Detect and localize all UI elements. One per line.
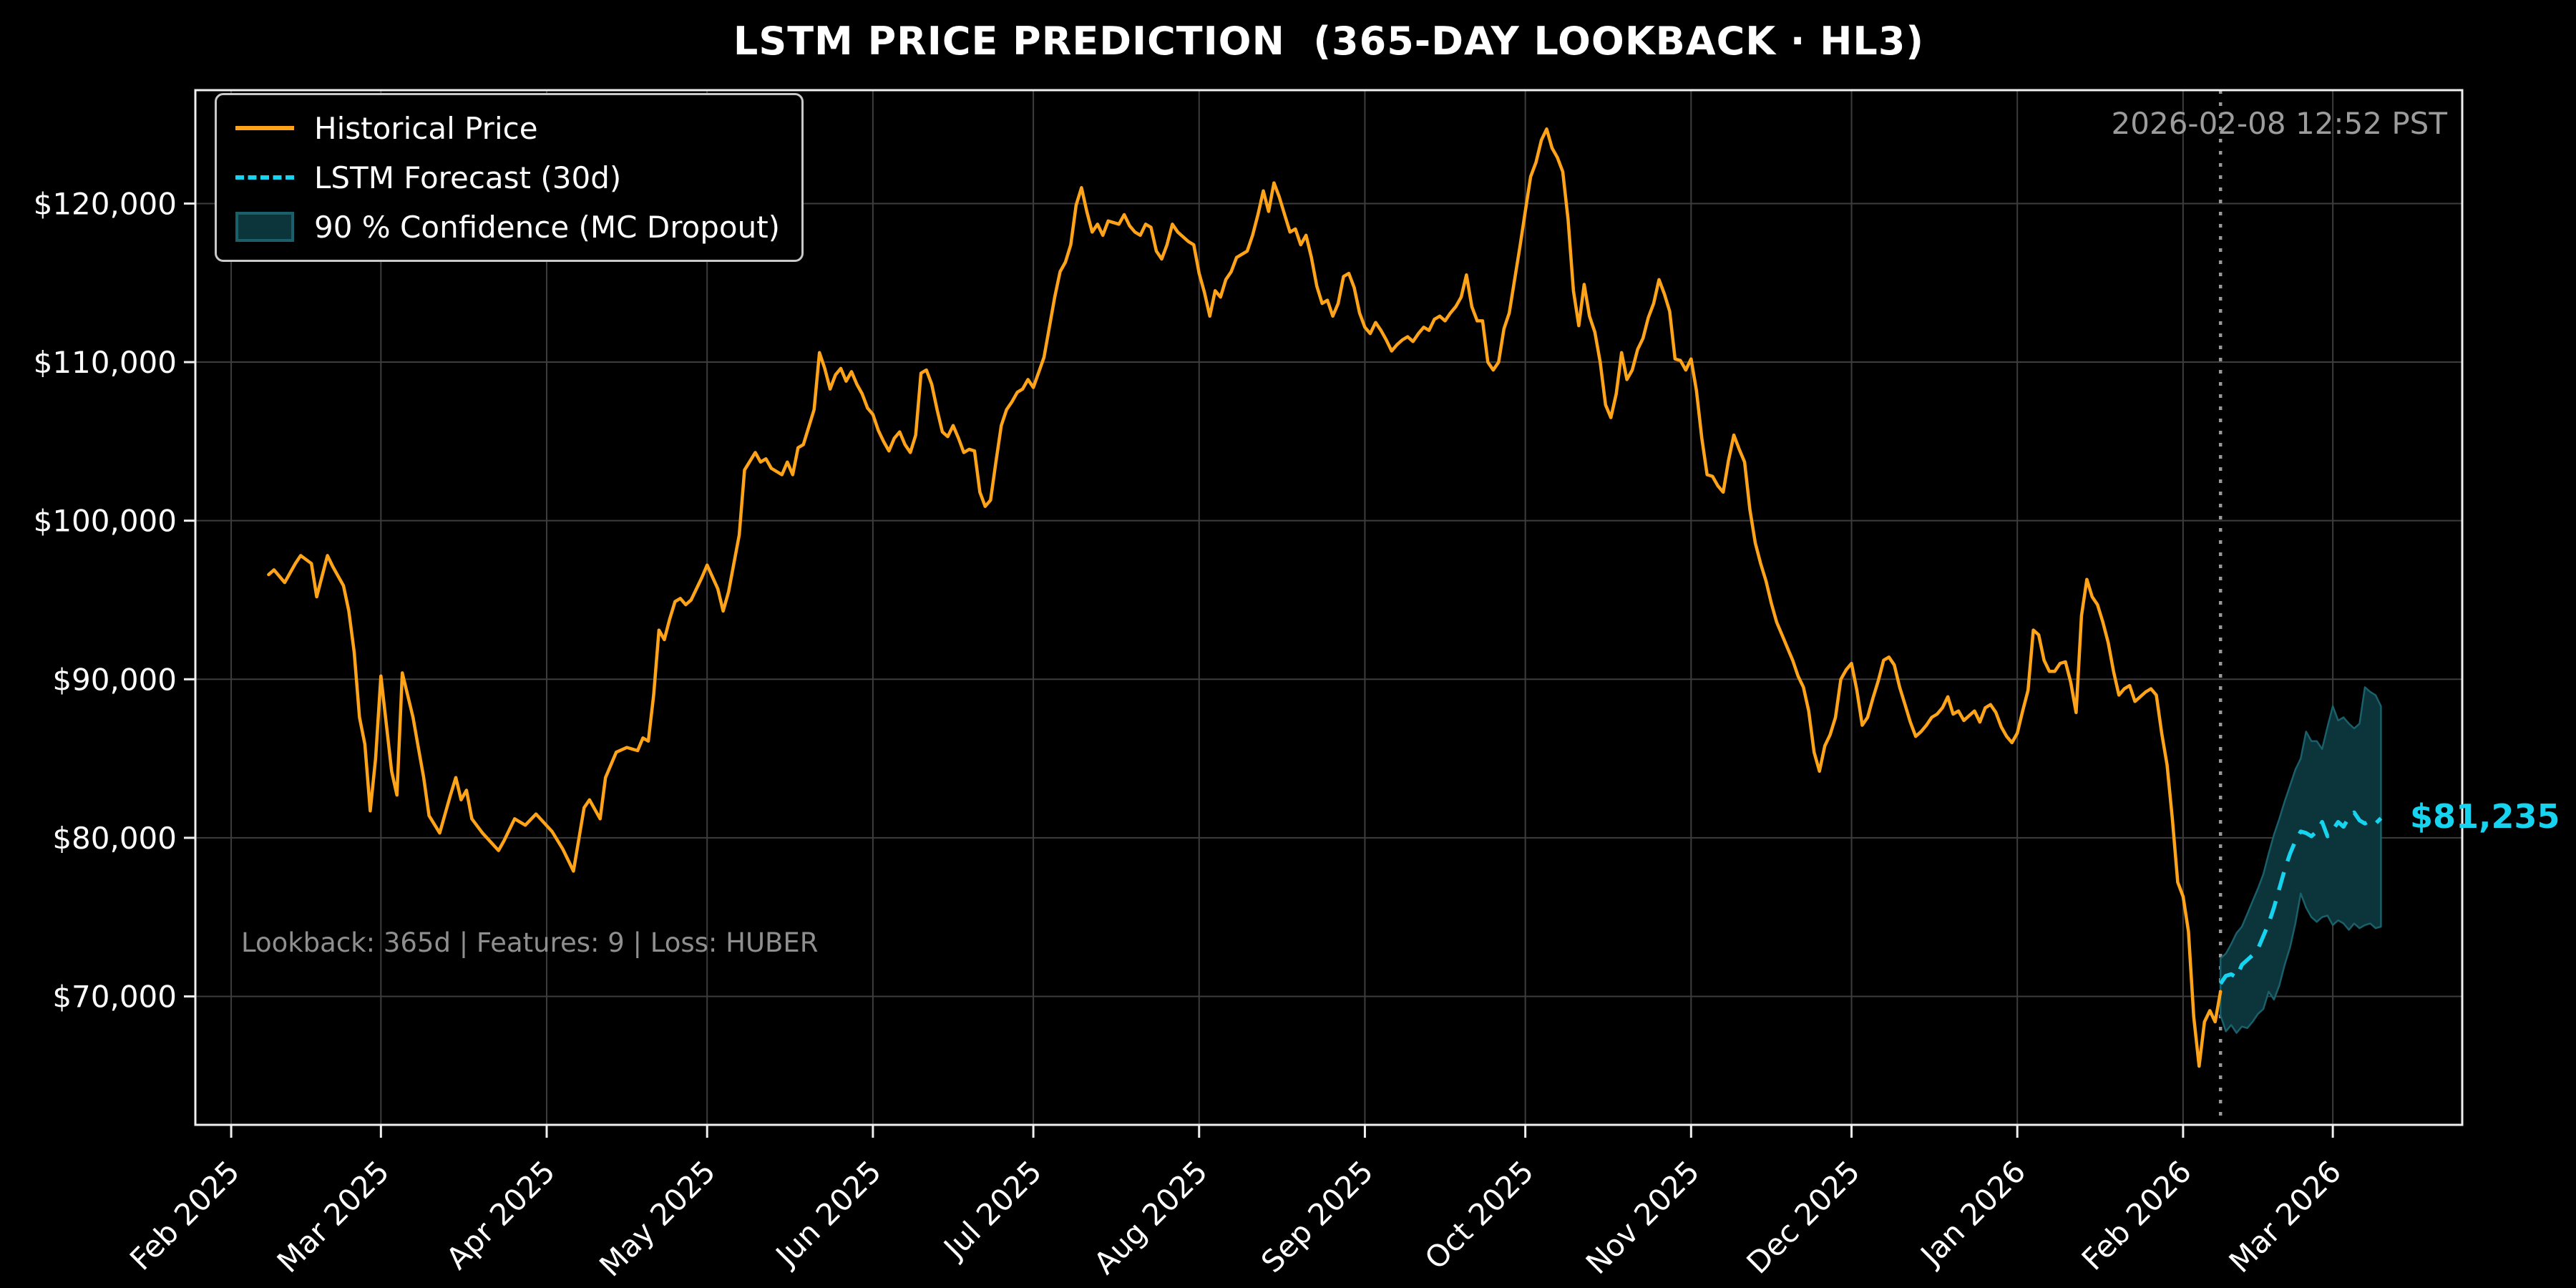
x-tick-label: Dec 2025 [1740, 1153, 1866, 1280]
orange-line-icon [235, 126, 294, 130]
y-tick-label: $90,000 [52, 662, 177, 697]
y-tick-label: $100,000 [34, 504, 177, 539]
x-tick-label: Jan 2026 [1913, 1153, 2033, 1274]
x-tick-label: Feb 2025 [123, 1153, 246, 1277]
x-tick-label: Jun 2025 [768, 1153, 888, 1274]
x-tick-label: Feb 2026 [2075, 1153, 2198, 1277]
x-tick-label: Aug 2025 [1087, 1153, 1214, 1281]
page-title: LSTM PRICE PREDICTION (365-DAY LOOKBACK … [733, 19, 1925, 64]
legend-label: 90 % Confidence (MC Dropout) [314, 209, 781, 245]
legend-item-forecast: LSTM Forecast (30d) [235, 159, 780, 196]
forecast-price-annotation: $81,235 [2410, 797, 2560, 836]
legend-item-confidence: 90 % Confidence (MC Dropout) [235, 208, 780, 245]
legend-label: LSTM Forecast (30d) [314, 160, 622, 195]
plot-frame [194, 89, 2464, 1126]
x-tick-label: Jul 2025 [936, 1153, 1049, 1267]
x-tick-label: Mar 2026 [2223, 1153, 2348, 1279]
x-tick-label: Apr 2025 [439, 1153, 562, 1276]
legend-label: Historical Price [314, 110, 538, 146]
forecast-line [2218, 810, 2383, 985]
confidence-band [2219, 686, 2382, 1034]
model-config-note: Lookback: 365d | Features: 9 | Loss: HUB… [241, 927, 819, 958]
y-tick-label: $110,000 [34, 345, 177, 380]
x-tick-label: Nov 2025 [1579, 1153, 1707, 1281]
x-tick-label: Mar 2025 [270, 1153, 396, 1279]
historical-price-line [267, 127, 2223, 1068]
x-tick-label: Oct 2025 [1418, 1153, 1541, 1276]
timestamp: 2026-02-08 12:52 PST [2111, 106, 2447, 141]
y-tick-label: $70,000 [52, 979, 177, 1014]
legend: Historical Price LSTM Forecast (30d) 90 … [215, 93, 804, 262]
cyan-dashed-line-icon [235, 175, 294, 180]
legend-item-historical: Historical Price [235, 109, 780, 147]
y-tick-label: $80,000 [52, 821, 177, 856]
x-tick-label: Sep 2025 [1254, 1153, 1380, 1279]
y-tick-label: $120,000 [34, 186, 177, 221]
x-tick-label: May 2025 [592, 1153, 722, 1283]
teal-band-icon [235, 212, 294, 242]
